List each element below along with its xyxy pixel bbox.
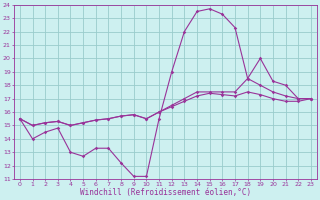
X-axis label: Windchill (Refroidissement éolien,°C): Windchill (Refroidissement éolien,°C) bbox=[80, 188, 251, 197]
